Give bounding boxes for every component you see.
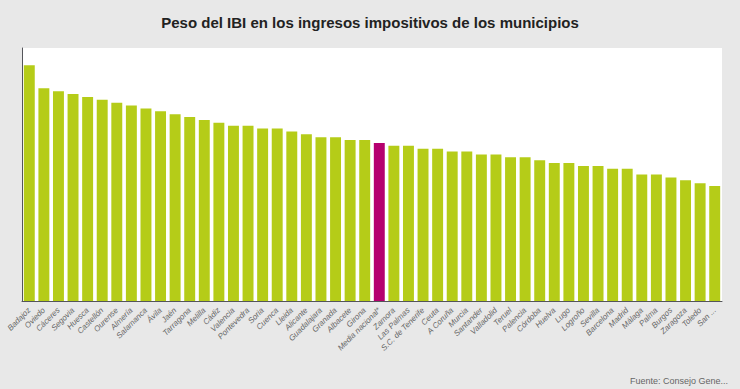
svg-text:Palma: Palma xyxy=(637,305,660,329)
svg-text:Fuente: Consejo Gene...: Fuente: Consejo Gene... xyxy=(630,376,728,386)
svg-text:Zamora: Zamora xyxy=(371,305,398,332)
svg-text:Las Palmas: Las Palmas xyxy=(375,305,412,342)
svg-text:Badajoz: Badajoz xyxy=(5,305,33,333)
svg-text:Segovia: Segovia xyxy=(49,305,77,333)
svg-text:Girona: Girona xyxy=(344,305,368,330)
svg-text:Sevilla: Sevilla xyxy=(578,305,602,329)
svg-text:Cádiz: Cádiz xyxy=(201,305,223,327)
svg-text:Lleida: Lleida xyxy=(273,305,295,328)
svg-text:Córdoba: Córdoba xyxy=(514,305,543,334)
svg-text:Oviedo: Oviedo xyxy=(22,305,48,331)
svg-text:Toledo: Toledo xyxy=(680,305,704,329)
svg-text:Castellón: Castellón xyxy=(75,305,106,336)
svg-text:Logroño: Logroño xyxy=(559,305,587,333)
svg-text:Granada: Granada xyxy=(310,305,339,335)
svg-text:Soria: Soria xyxy=(246,305,266,326)
svg-text:Ávila: Ávila xyxy=(145,305,164,325)
svg-text:Ourense: Ourense xyxy=(92,305,120,334)
svg-text:Tarragona: Tarragona xyxy=(161,305,193,338)
svg-text:Guadalajara: Guadalajara xyxy=(287,305,325,343)
svg-text:Málaga: Málaga xyxy=(620,305,645,331)
svg-text:Barcelona: Barcelona xyxy=(584,305,616,338)
svg-text:Cáceres: Cáceres xyxy=(34,305,62,334)
svg-text:S.C. de Tenerife: S.C. de Tenerife xyxy=(379,305,426,352)
svg-text:Cuenca: Cuenca xyxy=(254,305,281,332)
svg-text:Peso del IBI en los ingresos i: Peso del IBI en los ingresos impositivos… xyxy=(161,14,579,31)
svg-text:Palencia: Palencia xyxy=(500,305,529,334)
svg-text:Santander: Santander xyxy=(452,305,485,339)
svg-text:Salamanca: Salamanca xyxy=(115,305,150,340)
svg-text:Pontevedra: Pontevedra xyxy=(216,305,252,341)
svg-text:Valencia: Valencia xyxy=(208,305,237,334)
svg-text:Burgos: Burgos xyxy=(649,305,675,331)
svg-text:Murcia: Murcia xyxy=(446,305,470,330)
svg-text:Jaén: Jaén xyxy=(159,305,179,325)
svg-text:Madrid: Madrid xyxy=(606,305,631,330)
svg-text:A Coruña: A Coruña xyxy=(425,305,456,336)
svg-text:Valladolid: Valladolid xyxy=(468,305,500,337)
svg-text:Teruel: Teruel xyxy=(491,305,514,328)
svg-text:Alicante: Alicante xyxy=(283,305,310,333)
svg-text:Media nacional*: Media nacional* xyxy=(335,305,383,353)
svg-text:Albacete: Albacete xyxy=(325,305,354,335)
svg-text:Huesca: Huesca xyxy=(65,305,91,332)
svg-text:Ceuta: Ceuta xyxy=(419,305,441,328)
svg-text:Huelva: Huelva xyxy=(533,305,558,330)
svg-text:Zaragoza: Zaragoza xyxy=(658,305,689,336)
svg-text:Almería: Almería xyxy=(108,305,135,332)
svg-text:Melilla: Melilla xyxy=(185,305,208,329)
svg-text:Lugo: Lugo xyxy=(553,305,573,325)
svg-text:San ...: San ... xyxy=(695,306,718,329)
